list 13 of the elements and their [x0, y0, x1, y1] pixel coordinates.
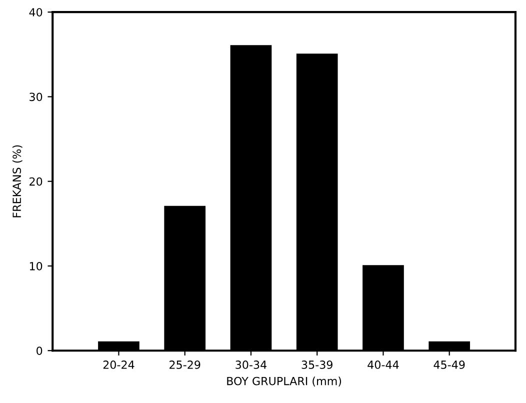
y-tick-label: 40 — [29, 8, 42, 16]
y-tick-label: 20 — [30, 177, 42, 186]
x-tick-label: 30-34 — [236, 360, 266, 369]
x-tick-label: 35-39 — [302, 360, 332, 369]
y-tick-label: 0 — [36, 346, 42, 355]
x-tick-label: 40-44 — [368, 360, 399, 369]
x-tick-label: 20-24 — [103, 360, 134, 369]
x-tick-label: 45-49 — [434, 360, 465, 369]
x-axis-title: BOY GRUPLARI (mm) — [227, 376, 342, 387]
y-tick-label: 30 — [30, 92, 42, 102]
x-tick-label: 25-29 — [170, 360, 200, 369]
y-tick-label: 10 — [30, 262, 42, 270]
y-axis-title: FREKANS (%) — [12, 145, 22, 218]
